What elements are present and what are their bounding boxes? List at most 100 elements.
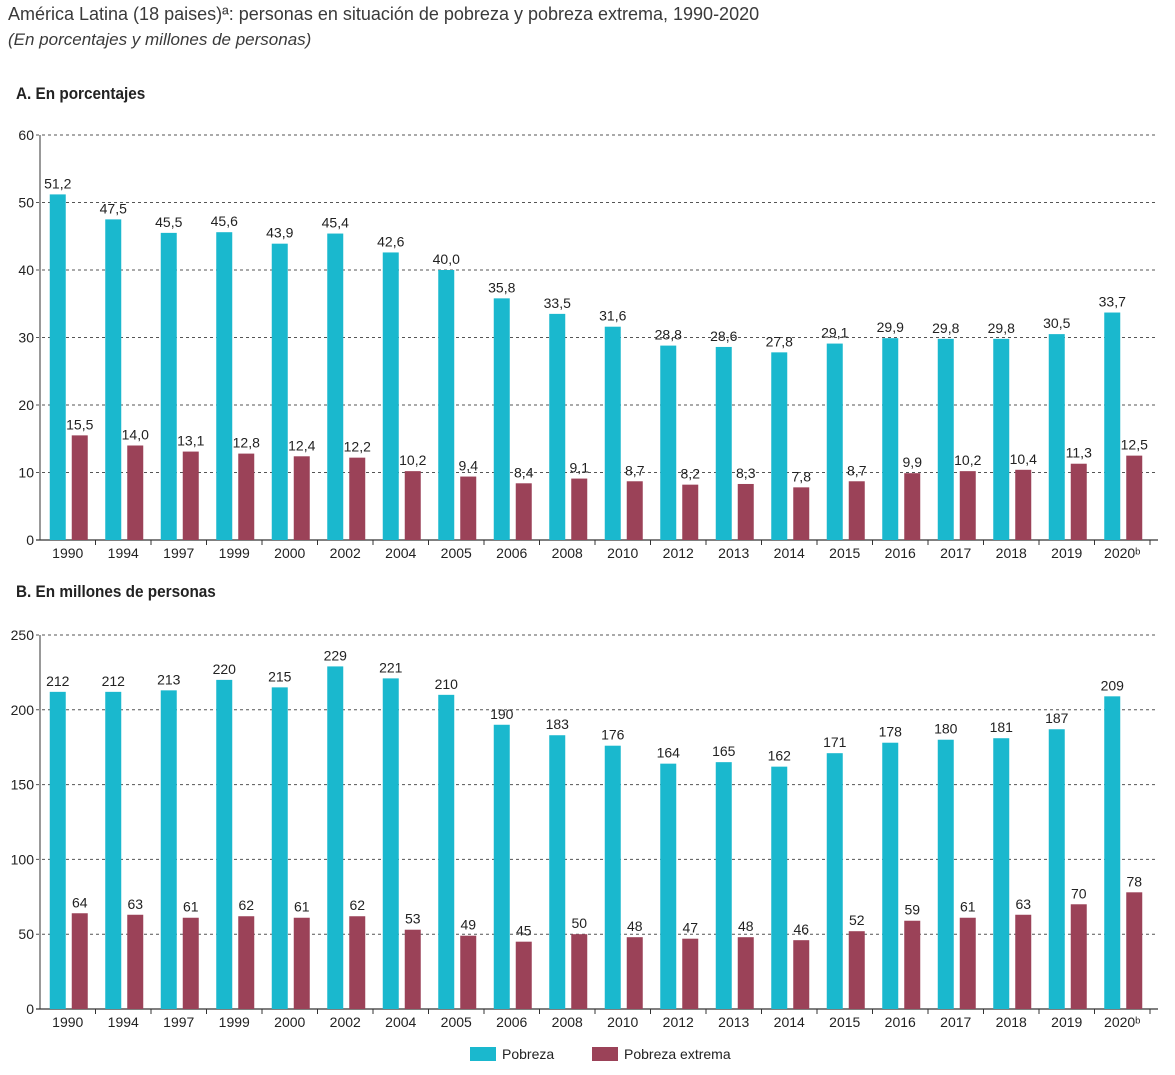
chart-b-bar-pobreza [1104,696,1121,1009]
chart-a-data-label-pobreza-extrema: 13,1 [177,433,204,449]
chart-a-data-label-pobreza: 42,6 [377,233,404,249]
chart-b-data-label-pobreza: 190 [490,706,514,722]
chart-a-data-label-pobreza: 33,7 [1099,294,1126,310]
chart-a-x-tick-label: 2010 [607,545,638,561]
chart-b-data-label-pobreza-extrema: 59 [904,902,920,918]
legend-item-pobreza-extrema: Pobreza extrema [592,1046,731,1062]
chart-a-data-label-pobreza-extrema: 8,7 [847,462,867,478]
chart-a-x-tick-label: 2020ᵇ [1104,545,1140,561]
chart-a-x-tick-label: 2017 [940,545,971,561]
chart-a-data-label-pobreza: 45,5 [155,214,182,230]
chart-b-bar-pobreza [438,694,455,1009]
chart-b-data-label-pobreza-extrema: 53 [405,911,421,927]
chart-a-bar-pobreza [327,233,344,541]
chart-a-y-tick-label: 40 [18,262,34,278]
chart-a-bar-pobreza-extrema [71,435,88,540]
chart-b-data-label-pobreza-extrema: 50 [571,915,587,931]
chart-a-y-tick-label: 60 [18,127,34,143]
legend-swatch-pobreza-extrema [592,1047,618,1061]
chart-b-data-label-pobreza-extrema: 46 [793,921,809,937]
chart-b-x-tick-label: 2016 [885,1014,916,1030]
chart-b-data-label-pobreza: 171 [823,734,847,750]
chart-a-bar-pobreza-extrema [848,481,865,540]
chart-b-x-tick-label: 1997 [163,1014,194,1030]
chart-a-bar-pobreza [271,243,288,541]
chart-b-title: B. En millones de personas [16,582,216,601]
chart-a-data-label-pobreza-extrema: 15,5 [66,416,93,432]
chart-a-y-tick-label: 30 [18,330,34,346]
chart-b-y-tick-label: 100 [11,851,35,867]
chart-b-bar-pobreza [216,679,233,1009]
chart-b-data-label-pobreza-extrema: 78 [1126,873,1142,889]
chart-b-bar-pobreza-extrema [626,937,643,1009]
chart-a-data-label-pobreza-extrema: 7,8 [792,468,812,484]
chart-b-bar-pobreza-extrema [515,941,532,1009]
chart-b-data-label-pobreza: 183 [546,716,570,732]
chart-a-data-label-pobreza-extrema: 11,3 [1066,445,1092,461]
chart-a-x-tick-label: 1994 [108,545,139,561]
chart-b-data-label-pobreza-extrema: 64 [72,894,88,910]
chart-b-x-tick-label: 2000 [274,1014,305,1030]
chart-b-data-label-pobreza-extrema: 47 [682,920,698,936]
chart-b-bar-pobreza-extrema [793,940,810,1009]
chart-b-y-tick-label: 50 [18,926,34,942]
chart-a-x-tick-label: 1999 [219,545,250,561]
chart-a-title: A. En porcentajes [16,84,146,103]
chart-b-bar-pobreza [493,724,510,1009]
chart-a-x-tick-label: 2000 [274,545,305,561]
chart-b-data-label-pobreza-extrema: 48 [627,918,643,934]
chart-a-data-label-pobreza: 47,5 [100,200,127,216]
chart-a-bar-pobreza [549,313,566,540]
chart-b-data-label-pobreza: 215 [268,668,292,684]
chart-b-data-label-pobreza-extrema: 45 [516,923,532,939]
chart-b-y-tick-label: 0 [26,1001,34,1017]
chart-b-bar-pobreza [160,690,177,1009]
chart-a-bar-pobreza-extrema [571,478,588,540]
chart-b-bar-pobreza [49,691,66,1009]
chart-a-x-tick-label: 2013 [718,545,749,561]
chart-b-x-tick-label: 2015 [829,1014,860,1030]
chart-b-x-tick-label: 2002 [330,1014,361,1030]
chart-a-bar-pobreza [160,232,177,540]
chart-a-x-tick-label: 2019 [1051,545,1082,561]
chart-b-data-label-pobreza: 176 [601,727,625,743]
chart-b-bar-pobreza-extrema [293,917,310,1009]
chart-b-data-label-pobreza-extrema: 63 [1015,896,1031,912]
chart-a-data-label-pobreza: 28,6 [710,328,737,344]
chart-a-bar-pobreza [937,338,954,540]
chart-b-x-tick-label: 2006 [496,1014,527,1030]
chart-a-x-tick-label: 2006 [496,545,527,561]
chart-a-bar-pobreza-extrema [515,483,532,540]
chart-a-bar-pobreza [105,219,122,540]
page-subtitle: (En porcentajes y millones de personas) [8,30,312,49]
chart-b-x-tick-label: 2018 [996,1014,1027,1030]
chart-b-bar-pobreza [771,766,788,1009]
chart-a-y-tick-label: 0 [26,532,34,548]
chart-b-bar-pobreza-extrema [848,931,865,1009]
chart-b-x-tick-label: 1994 [108,1014,139,1030]
chart-a-bar-pobreza [216,232,233,540]
chart-a-bar-pobreza-extrema [460,476,477,540]
chart-b-data-label-pobreza: 210 [435,676,459,692]
chart-b-data-label-pobreza: 212 [46,673,70,689]
chart-b-millions: 0501001502002501990212641994212631997213… [11,627,1158,1030]
chart-a-data-label-pobreza: 51,2 [44,175,71,191]
chart-b-x-tick-label: 2004 [385,1014,416,1030]
chart-b-bar-pobreza [327,666,344,1009]
chart-b-data-label-pobreza: 164 [657,745,681,761]
chart-a-data-label-pobreza: 45,4 [322,215,349,231]
legend-label-pobreza-extrema: Pobreza extrema [624,1046,731,1062]
chart-b-data-label-pobreza-extrema: 63 [127,896,143,912]
chart-a-bar-pobreza [49,194,66,540]
chart-a-bar-pobreza [660,345,677,540]
chart-a-bar-pobreza-extrema [182,451,199,540]
chart-b-bar-pobreza [937,739,954,1009]
chart-b-y-tick-label: 150 [11,777,35,793]
chart-a-x-tick-label: 1990 [52,545,83,561]
chart-a-bar-pobreza [1104,312,1121,540]
chart-a-bar-pobreza [493,298,510,540]
chart-a-data-label-pobreza-extrema: 9,1 [570,460,590,476]
chart-a-bar-pobreza [826,343,843,540]
chart-a-y-tick-label: 50 [18,195,34,211]
chart-a-x-tick-label: 2008 [552,545,583,561]
